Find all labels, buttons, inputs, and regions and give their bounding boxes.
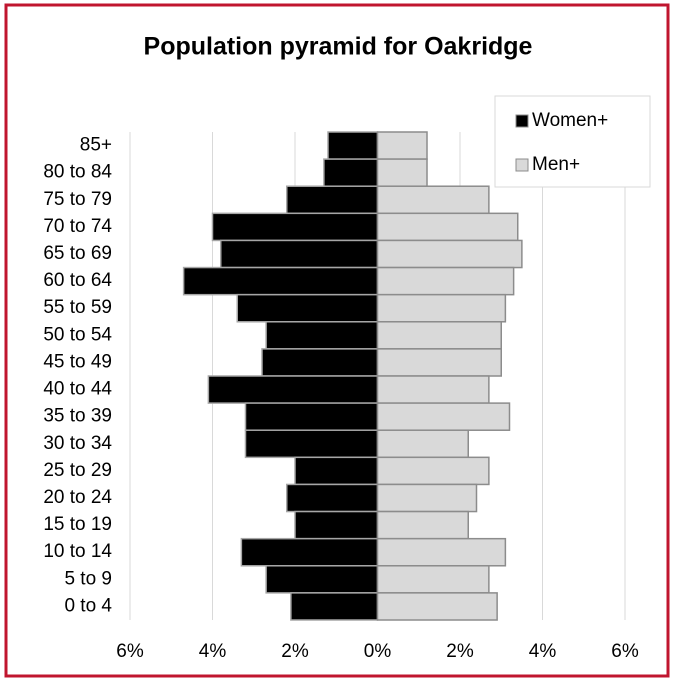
y-tick-label: 70 to 74	[43, 216, 112, 237]
bar	[376, 321, 502, 350]
bar	[376, 592, 498, 621]
legend-label: Men+	[532, 154, 580, 175]
chart-title: Population pyramid for Oakridge	[144, 33, 533, 61]
y-tick-label: 45 to 49	[43, 351, 112, 372]
bar	[294, 456, 379, 486]
y-tick-label: 85+	[80, 135, 112, 156]
bar	[376, 402, 511, 431]
y-tick-label: 75 to 79	[43, 189, 112, 210]
bar	[376, 510, 469, 540]
y-tick-label: 65 to 69	[43, 243, 112, 264]
x-tick-label: 2%	[281, 641, 309, 662]
legend-swatch	[515, 158, 529, 172]
bar	[323, 158, 379, 187]
bar	[265, 321, 379, 350]
x-tick-label: 6%	[611, 641, 639, 662]
y-tick-label: 15 to 19	[43, 514, 112, 535]
y-tick-label: 25 to 29	[43, 460, 112, 481]
bar	[376, 212, 519, 242]
bar	[286, 483, 379, 513]
bar	[290, 592, 379, 621]
y-tick-label: 60 to 64	[43, 270, 112, 291]
bar	[294, 510, 379, 540]
bar	[236, 293, 379, 323]
bar	[211, 212, 379, 242]
bar	[376, 239, 523, 269]
bar	[207, 375, 379, 404]
bar	[220, 239, 379, 269]
bar	[182, 266, 379, 296]
x-tick-label: 6%	[116, 641, 144, 662]
legend-label: Women+	[532, 110, 608, 131]
bar	[240, 537, 379, 567]
bar	[376, 158, 428, 187]
x-tick-label: 4%	[529, 641, 557, 662]
bar	[376, 483, 478, 513]
x-tick-label: 2%	[446, 641, 474, 662]
bar	[261, 348, 379, 377]
bar	[327, 131, 379, 160]
y-tick-label: 5 to 9	[64, 568, 112, 589]
y-tick-label: 10 to 14	[43, 541, 112, 562]
bar	[376, 456, 490, 486]
bar	[244, 429, 379, 459]
y-tick-label: 50 to 54	[43, 324, 112, 345]
legend-swatch	[515, 114, 529, 128]
bar	[376, 348, 502, 377]
y-tick-label: 40 to 44	[43, 379, 112, 400]
legend-box	[494, 95, 651, 188]
y-tick-label: 20 to 24	[43, 487, 112, 508]
x-tick-label: 4%	[199, 641, 227, 662]
bar	[376, 266, 515, 296]
y-tick-label: 0 to 4	[64, 595, 112, 616]
bar	[376, 565, 490, 594]
y-tick-label: 30 to 34	[43, 433, 112, 454]
bar	[376, 537, 507, 567]
bar	[244, 402, 379, 431]
bar	[376, 131, 428, 160]
y-tick-label: 55 to 59	[43, 297, 112, 318]
y-tick-label: 80 to 84	[43, 162, 112, 183]
x-tick-label: 0%	[364, 641, 392, 662]
bar	[376, 293, 507, 323]
bar	[376, 429, 469, 459]
bar	[265, 565, 379, 594]
bar	[376, 375, 490, 404]
bar	[376, 185, 490, 215]
y-tick-label: 35 to 39	[43, 406, 112, 427]
bar	[286, 185, 379, 215]
